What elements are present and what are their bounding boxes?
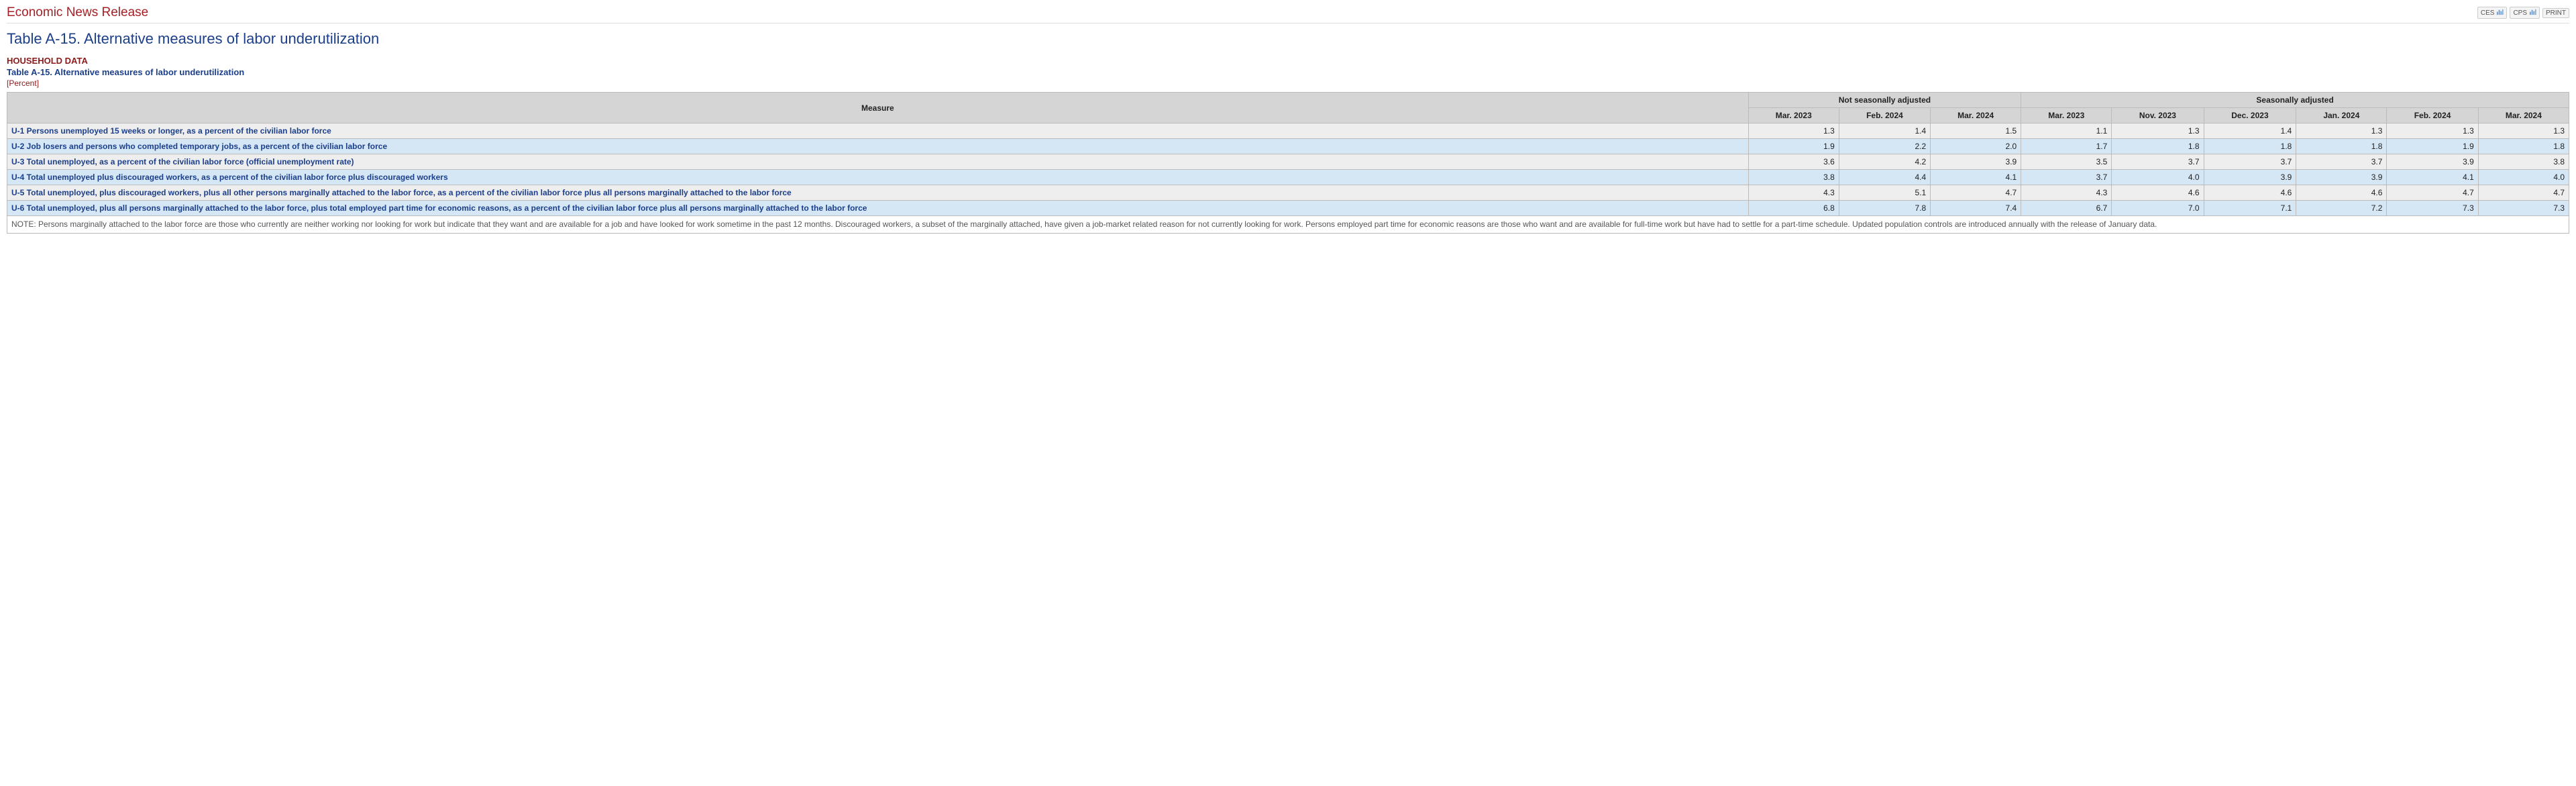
value-cell: 7.1 [2204,201,2296,216]
value-cell: 4.7 [2478,185,2569,201]
chart-icon [2529,8,2536,17]
release-title: Economic News Release [7,5,148,20]
value-cell: 1.4 [2204,124,2296,139]
table-row: U-2 Job losers and persons who completed… [7,139,2569,154]
table-row: U-5 Total unemployed, plus discouraged w… [7,185,2569,201]
value-cell: 4.7 [2387,185,2478,201]
value-cell: 4.1 [1931,170,2021,185]
value-cell: 1.8 [2204,139,2296,154]
col-nsa-0: Mar. 2023 [1748,108,1839,124]
value-cell: 4.3 [1748,185,1839,201]
table-subtitle: Table A-15. Alternative measures of labo… [7,67,2569,77]
value-cell: 1.8 [2112,139,2204,154]
value-cell: 1.8 [2296,139,2387,154]
value-cell: 2.2 [1839,139,1930,154]
value-cell: 3.7 [2021,170,2112,185]
value-cell: 6.7 [2021,201,2112,216]
col-sa-4: Feb. 2024 [2387,108,2478,124]
value-cell: 4.0 [2112,170,2204,185]
unit-label: [Percent] [7,79,2569,88]
col-sa-0: Mar. 2023 [2021,108,2112,124]
table-body: U-1 Persons unemployed 15 weeks or longe… [7,124,2569,216]
value-cell: 4.0 [2478,170,2569,185]
value-cell: 3.8 [2478,154,2569,170]
value-cell: 1.5 [1931,124,2021,139]
page-title: Table A-15. Alternative measures of labo… [7,30,2569,48]
value-cell: 1.3 [2112,124,2204,139]
value-cell: 3.6 [1748,154,1839,170]
table-note-row: NOTE: Persons marginally attached to the… [7,216,2569,234]
col-group-nsa: Not seasonally adjusted [1748,93,2021,108]
value-cell: 4.7 [1931,185,2021,201]
cps-link[interactable]: CPS [2510,7,2540,19]
value-cell: 5.1 [1839,185,1930,201]
measure-cell: U-5 Total unemployed, plus discouraged w… [7,185,1749,201]
value-cell: 4.1 [2387,170,2478,185]
ces-link[interactable]: CES [2477,7,2508,19]
col-sa-1: Nov. 2023 [2112,108,2204,124]
value-cell: 3.9 [2204,170,2296,185]
measure-cell: U-6 Total unemployed, plus all persons m… [7,201,1749,216]
household-data-heading: HOUSEHOLD DATA [7,56,2569,66]
col-group-sa: Seasonally adjusted [2021,93,2569,108]
value-cell: 3.7 [2112,154,2204,170]
value-cell: 7.3 [2478,201,2569,216]
value-cell: 6.8 [1748,201,1839,216]
value-cell: 3.9 [2387,154,2478,170]
value-cell: 3.8 [1748,170,1839,185]
col-nsa-1: Feb. 2024 [1839,108,1930,124]
col-sa-2: Dec. 2023 [2204,108,2296,124]
value-cell: 3.5 [2021,154,2112,170]
chart-icon [2496,8,2504,17]
col-sa-5: Mar. 2024 [2478,108,2569,124]
topbar: Economic News Release CES CPS PRINT [7,5,2569,23]
value-cell: 1.3 [1748,124,1839,139]
print-label: PRINT [2546,9,2566,17]
value-cell: 1.3 [2296,124,2387,139]
top-links: CES CPS PRINT [2477,7,2569,19]
table-row: U-6 Total unemployed, plus all persons m… [7,201,2569,216]
table-row: U-1 Persons unemployed 15 weeks or longe… [7,124,2569,139]
col-sa-3: Jan. 2024 [2296,108,2387,124]
col-nsa-2: Mar. 2024 [1931,108,2021,124]
value-cell: 1.4 [1839,124,1930,139]
value-cell: 1.1 [2021,124,2112,139]
labor-underutilization-table: Measure Not seasonally adjusted Seasonal… [7,92,2569,234]
cps-label: CPS [2513,9,2527,17]
measure-cell: U-1 Persons unemployed 15 weeks or longe… [7,124,1749,139]
value-cell: 4.2 [1839,154,1930,170]
ces-label: CES [2481,9,2495,17]
table-note: NOTE: Persons marginally attached to the… [7,216,2569,234]
value-cell: 1.3 [2478,124,2569,139]
value-cell: 7.8 [1839,201,1930,216]
value-cell: 1.7 [2021,139,2112,154]
value-cell: 4.6 [2296,185,2387,201]
value-cell: 3.9 [2296,170,2387,185]
col-measure: Measure [7,93,1749,124]
value-cell: 1.8 [2478,139,2569,154]
measure-cell: U-2 Job losers and persons who completed… [7,139,1749,154]
value-cell: 2.0 [1931,139,2021,154]
print-link[interactable]: PRINT [2542,8,2569,18]
table-row: U-3 Total unemployed, as a percent of th… [7,154,2569,170]
value-cell: 7.2 [2296,201,2387,216]
value-cell: 1.3 [2387,124,2478,139]
value-cell: 4.4 [1839,170,1930,185]
table-row: U-4 Total unemployed plus discouraged wo… [7,170,2569,185]
value-cell: 1.9 [1748,139,1839,154]
value-cell: 3.9 [1931,154,2021,170]
value-cell: 7.3 [2387,201,2478,216]
value-cell: 4.3 [2021,185,2112,201]
value-cell: 3.7 [2296,154,2387,170]
value-cell: 1.9 [2387,139,2478,154]
measure-cell: U-4 Total unemployed plus discouraged wo… [7,170,1749,185]
value-cell: 4.6 [2204,185,2296,201]
value-cell: 3.7 [2204,154,2296,170]
value-cell: 7.0 [2112,201,2204,216]
measure-cell: U-3 Total unemployed, as a percent of th… [7,154,1749,170]
value-cell: 4.6 [2112,185,2204,201]
table-head: Measure Not seasonally adjusted Seasonal… [7,93,2569,124]
value-cell: 7.4 [1931,201,2021,216]
